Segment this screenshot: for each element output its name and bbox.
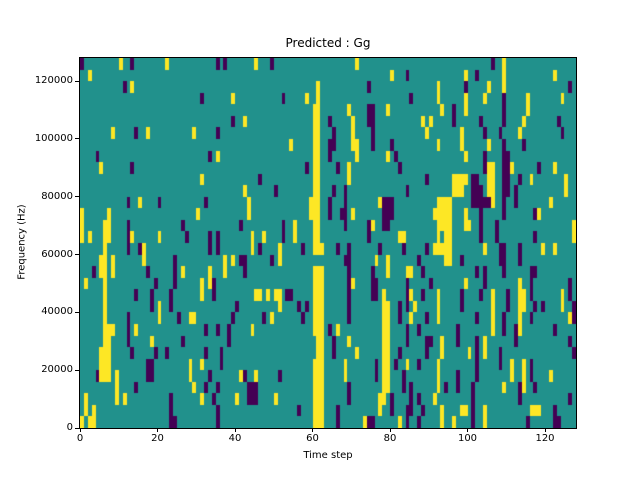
x-tick-label: 80 xyxy=(383,433,397,444)
x-tick-label: 100 xyxy=(457,433,478,444)
x-tick-label: 60 xyxy=(306,433,319,444)
x-tick-mark xyxy=(157,428,158,432)
y-tick-mark xyxy=(75,311,79,313)
x-tick-mark xyxy=(467,428,468,432)
x-tick-mark xyxy=(79,428,81,432)
y-tick-mark xyxy=(75,196,79,198)
y-tick-label: 0 xyxy=(66,422,73,433)
y-tick-label: 60000 xyxy=(41,248,73,260)
y-tick-mark xyxy=(75,427,79,429)
y-tick-label: 40000 xyxy=(41,306,73,318)
y-tick-label: 120000 xyxy=(34,75,73,87)
x-tick-mark xyxy=(389,428,391,432)
heatmap-canvas xyxy=(80,58,576,428)
y-axis-label: Frequency (Hz) xyxy=(16,204,28,280)
x-tick-label: 20 xyxy=(151,433,164,444)
y-tick-label: 80000 xyxy=(41,190,73,202)
y-tick-mark xyxy=(75,80,79,82)
x-tick-mark xyxy=(312,428,313,432)
x-tick-label: 40 xyxy=(228,433,242,444)
axes-frame xyxy=(79,57,577,429)
x-axis-label: Time step xyxy=(303,450,353,461)
y-tick-label: 100000 xyxy=(34,132,73,144)
y-tick-mark xyxy=(75,369,79,371)
y-tick-mark xyxy=(75,138,79,140)
y-tick-label: 20000 xyxy=(41,364,73,376)
x-tick-mark xyxy=(234,428,236,432)
x-tick-mark xyxy=(544,428,546,432)
plot-title: Predicted : Gg xyxy=(285,36,371,50)
x-tick-label: 120 xyxy=(535,433,555,444)
x-tick-label: 0 xyxy=(76,433,84,444)
y-tick-mark xyxy=(75,254,79,256)
